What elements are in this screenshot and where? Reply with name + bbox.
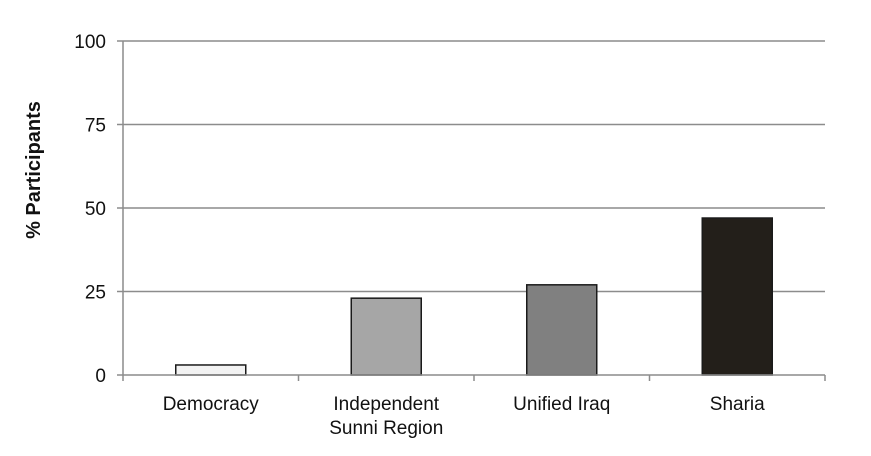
x-category-label: Independent Sunni Region xyxy=(329,394,443,439)
x-category-label-line: Independent xyxy=(333,394,439,415)
x-category-label-line: Democracy xyxy=(163,394,260,415)
bar xyxy=(701,217,773,376)
y-tick-label: 100 xyxy=(74,32,106,53)
y-tick-label: 75 xyxy=(85,116,106,137)
y-tick-label: 0 xyxy=(95,366,106,387)
labels: 0 25 50 75 100 Democracy Independent Sunni Regi… xyxy=(74,32,765,439)
y-axis-title: % Participants xyxy=(23,101,45,239)
x-category-label: Sharia xyxy=(710,394,765,415)
bars xyxy=(175,217,773,376)
bar xyxy=(350,297,422,376)
axes xyxy=(117,40,826,381)
bar xyxy=(175,364,247,376)
x-category-label-line: Sunni Region xyxy=(329,418,443,439)
x-category-label: Unified Iraq xyxy=(513,394,610,415)
bar xyxy=(526,284,598,376)
y-tick-label: 50 xyxy=(85,199,106,220)
y-tick-label: 25 xyxy=(85,283,106,304)
x-category-label-line: Sharia xyxy=(710,394,765,415)
x-category-label: Democracy xyxy=(163,394,260,415)
x-category-label-line: Unified Iraq xyxy=(513,394,610,415)
